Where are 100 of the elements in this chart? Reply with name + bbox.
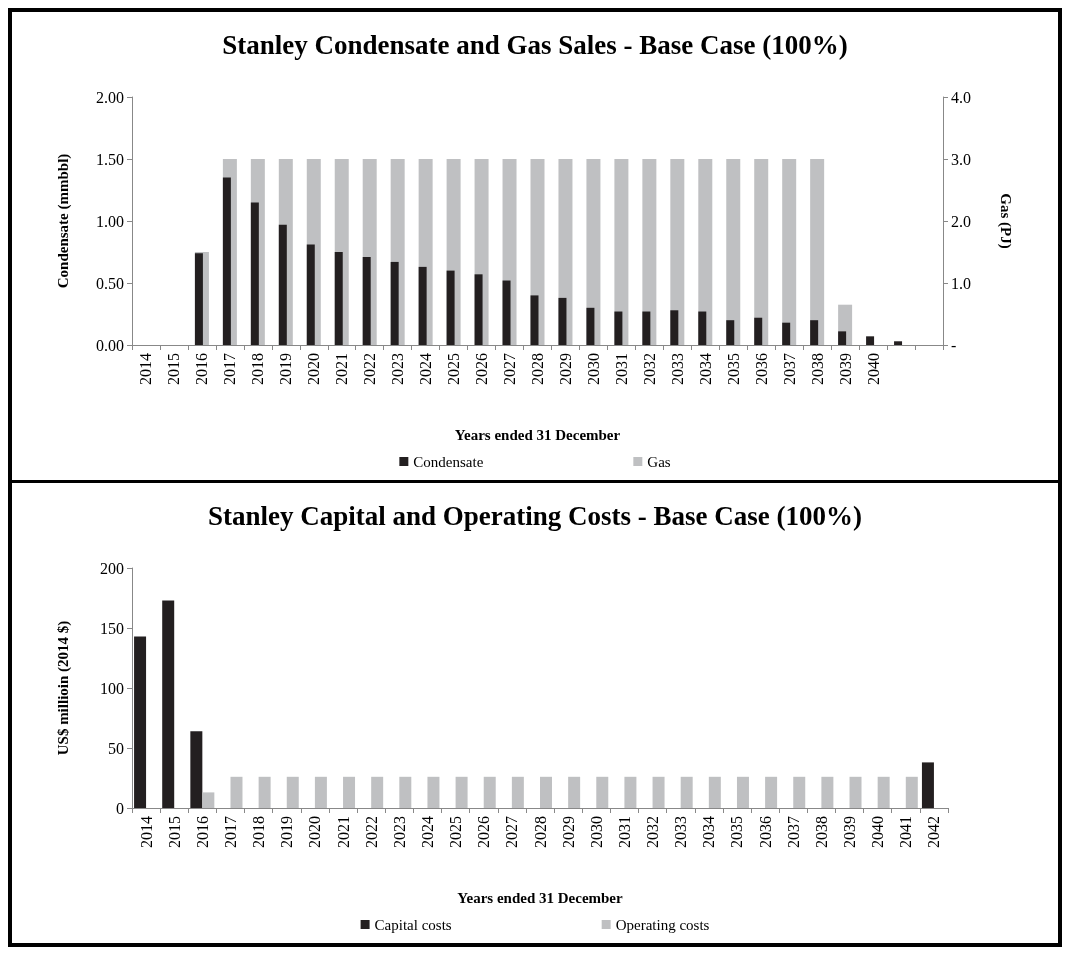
x-tick-label: 2017 [221,353,239,385]
x-tick-label: 2015 [165,816,183,848]
x-tick-label: 2026 [473,353,491,385]
bar [782,322,791,345]
x-tick-label: 2029 [559,816,577,848]
y-tick-label: 150 [100,619,124,637]
bar [596,776,609,808]
bar [905,776,918,808]
y-tick-label: 100 [100,679,124,697]
x-tick-label: 2039 [836,353,854,385]
y-tick-label: 200 [100,559,124,577]
x-tick-label: 2014 [137,353,155,385]
bar [698,311,707,345]
bar [502,280,511,345]
x-tick-label: 2035 [728,816,746,848]
x-tick-label: 2020 [305,353,323,385]
bar [483,776,496,808]
x-tick-label: 2022 [362,816,380,848]
y2-axis-title: Gas (PJ) [996,193,1014,249]
x-tick-label: 2019 [277,353,295,385]
x-tick-label: 2037 [784,816,802,848]
y-tick-label: 50 [108,739,124,757]
bar [446,270,455,345]
y-tick-label: 1.00 [96,212,124,230]
x-tick-label: 2034 [696,353,714,385]
x-tick-label: 2024 [417,353,435,385]
bar [511,776,524,808]
x-tick-label: 2025 [445,353,463,385]
bar [558,297,567,345]
y-tick-label: 1.50 [96,150,124,168]
bar [455,776,468,808]
bar [810,320,819,345]
x-tick-label: 2030 [584,353,602,385]
x-tick-label: 2040 [864,353,882,385]
y2-tick-label: 3.0 [951,150,971,168]
bar [614,159,629,345]
x-tick-label: 2016 [193,816,211,848]
x-tick-label: 2027 [501,353,519,385]
y-axis-title: Condensate (mmbbl) [54,153,72,289]
legend-label: Gas [647,453,671,470]
bar [162,600,175,808]
x-tick-label: 2028 [529,353,546,385]
bar [334,252,343,345]
bar [877,776,890,808]
x-tick-label: 2039 [841,816,859,848]
bar [258,776,271,808]
bar [921,762,934,808]
bar [399,776,412,808]
y-tick-label: 2.00 [96,88,124,106]
legend-label: Condensate [413,453,484,470]
bar [698,159,713,345]
bar [866,336,875,345]
x-axis-title: Years ended 31 December [457,889,624,906]
y-tick-label: 0 [116,799,124,817]
x-tick-label: 2019 [278,816,296,848]
bar [726,159,741,345]
x-tick-label: 2038 [808,353,826,385]
bar [530,295,539,345]
bar [362,256,371,345]
bar [314,776,327,808]
bar [202,792,215,808]
bar [418,266,427,345]
bar [427,776,440,808]
bar [821,776,834,808]
x-tick-label: 2023 [389,353,407,385]
x-tick-label: 2038 [812,816,830,848]
x-tick-label: 2023 [390,816,408,848]
bar [278,224,287,345]
x-tick-label: 2035 [724,353,742,385]
chart-title: Stanley Condensate and Gas Sales - Base Case (100%) [222,29,848,60]
bar [371,776,384,808]
x-tick-label: 2014 [137,816,155,848]
x-tick-label: 2041 [897,816,915,848]
x-tick-label: 2040 [869,816,887,848]
x-tick-label: 2031 [615,816,633,848]
y-axis-title: US$ millioin (2014 $) [54,620,72,756]
x-tick-label: 2034 [700,816,718,848]
x-tick-label: 2024 [418,816,436,848]
bar [306,244,315,345]
x-tick-label: 2032 [644,816,662,848]
bar [614,311,623,345]
bar [642,159,657,345]
x-tick-label: 2021 [334,816,352,848]
x-tick-label: 2025 [447,816,465,848]
x-tick-label: 2036 [752,353,770,385]
y2-tick-label: 4.0 [951,88,971,106]
bar [586,307,595,345]
bar [286,776,299,808]
x-tick-label: 2042 [925,816,943,848]
bar [642,311,651,345]
x-tick-label: 2026 [475,816,493,848]
bar [736,776,749,808]
x-tick-label: 2018 [249,353,267,385]
x-tick-label: 2018 [250,816,268,848]
x-tick-label: 2037 [780,353,798,385]
bar [343,776,356,808]
bar [708,776,721,808]
bar [540,776,552,808]
x-tick-label: 2032 [640,353,658,385]
bar [474,274,483,345]
